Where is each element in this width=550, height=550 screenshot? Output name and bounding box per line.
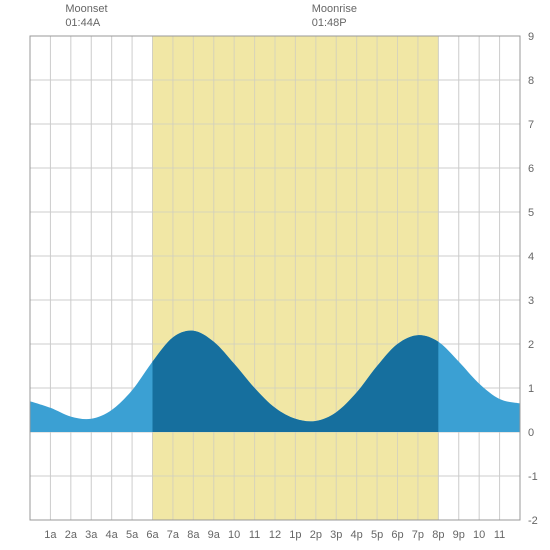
svg-text:8p: 8p	[432, 529, 444, 541]
svg-text:5: 5	[528, 207, 534, 219]
moonset-time: 01:44A	[65, 17, 100, 29]
svg-text:-2: -2	[528, 515, 538, 527]
svg-text:9: 9	[528, 31, 534, 43]
svg-text:2p: 2p	[310, 529, 322, 541]
svg-text:4p: 4p	[351, 529, 363, 541]
svg-text:10: 10	[228, 529, 240, 541]
svg-text:4a: 4a	[106, 529, 119, 541]
svg-text:2a: 2a	[65, 529, 78, 541]
moonrise-label: Moonrise 01:48P	[312, 2, 357, 31]
svg-text:-1: -1	[528, 471, 538, 483]
moonset-label: Moonset 01:44A	[65, 2, 107, 31]
svg-text:9p: 9p	[453, 529, 465, 541]
svg-text:3: 3	[528, 295, 534, 307]
svg-text:7p: 7p	[412, 529, 424, 541]
svg-text:0: 0	[528, 427, 534, 439]
svg-text:7: 7	[528, 119, 534, 131]
svg-text:6a: 6a	[146, 529, 159, 541]
svg-text:6: 6	[528, 163, 534, 175]
svg-text:1a: 1a	[44, 529, 57, 541]
svg-text:10: 10	[473, 529, 485, 541]
svg-text:3a: 3a	[85, 529, 98, 541]
svg-text:3p: 3p	[330, 529, 342, 541]
moonset-title: Moonset	[65, 3, 107, 15]
tide-chart: Moonset 01:44A Moonrise 01:48P -2-101234…	[0, 0, 550, 550]
svg-text:5a: 5a	[126, 529, 139, 541]
svg-text:8: 8	[528, 75, 534, 87]
svg-text:6p: 6p	[391, 529, 403, 541]
svg-text:1: 1	[528, 383, 534, 395]
svg-text:12: 12	[269, 529, 281, 541]
svg-text:11: 11	[249, 529, 260, 541]
chart-svg: -2-101234567891a2a3a4a5a6a7a8a9a1011121p…	[0, 0, 550, 550]
moonrise-time: 01:48P	[312, 17, 347, 29]
svg-text:8a: 8a	[187, 529, 200, 541]
svg-text:1p: 1p	[289, 529, 301, 541]
svg-text:11: 11	[494, 529, 505, 541]
svg-text:7a: 7a	[167, 529, 180, 541]
svg-text:2: 2	[528, 339, 534, 351]
svg-text:4: 4	[528, 251, 534, 263]
svg-text:5p: 5p	[371, 529, 383, 541]
svg-text:9a: 9a	[208, 529, 221, 541]
moonrise-title: Moonrise	[312, 3, 357, 15]
